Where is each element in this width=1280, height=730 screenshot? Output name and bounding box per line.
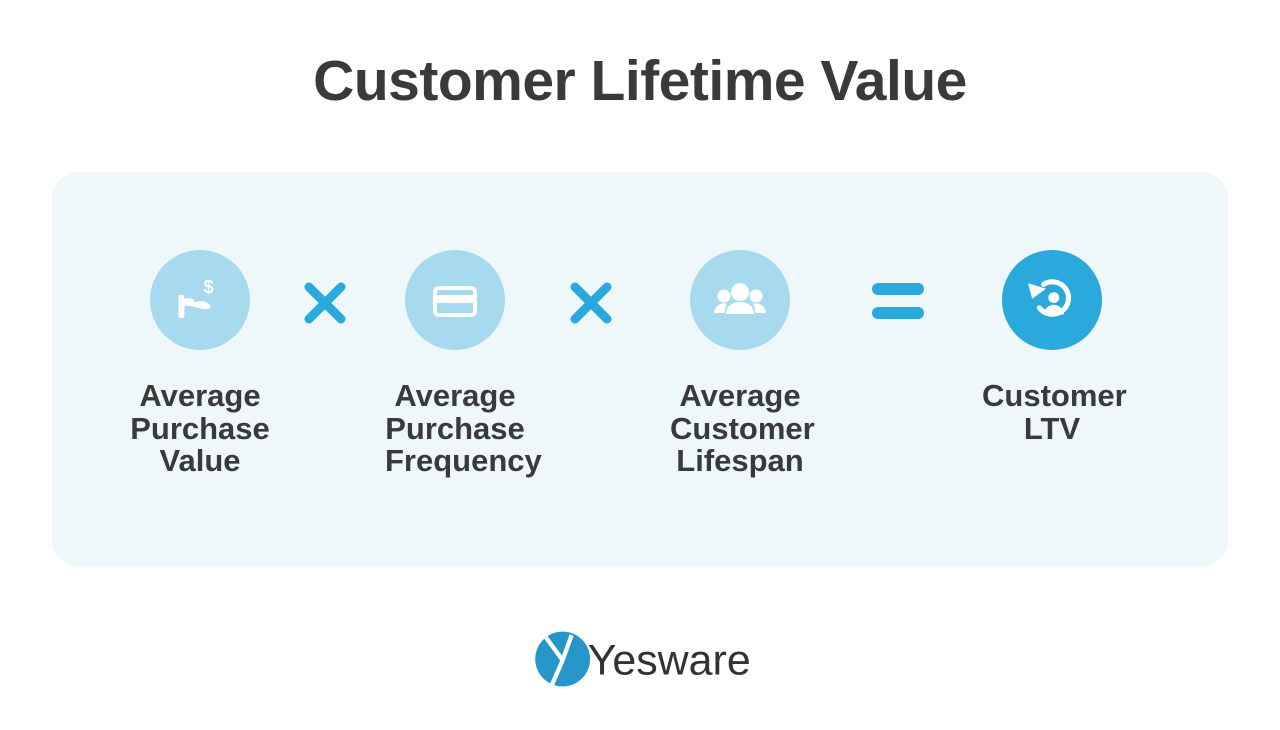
- svg-text:Yesware: Yesware: [588, 637, 751, 685]
- svg-text:$: $: [204, 277, 214, 297]
